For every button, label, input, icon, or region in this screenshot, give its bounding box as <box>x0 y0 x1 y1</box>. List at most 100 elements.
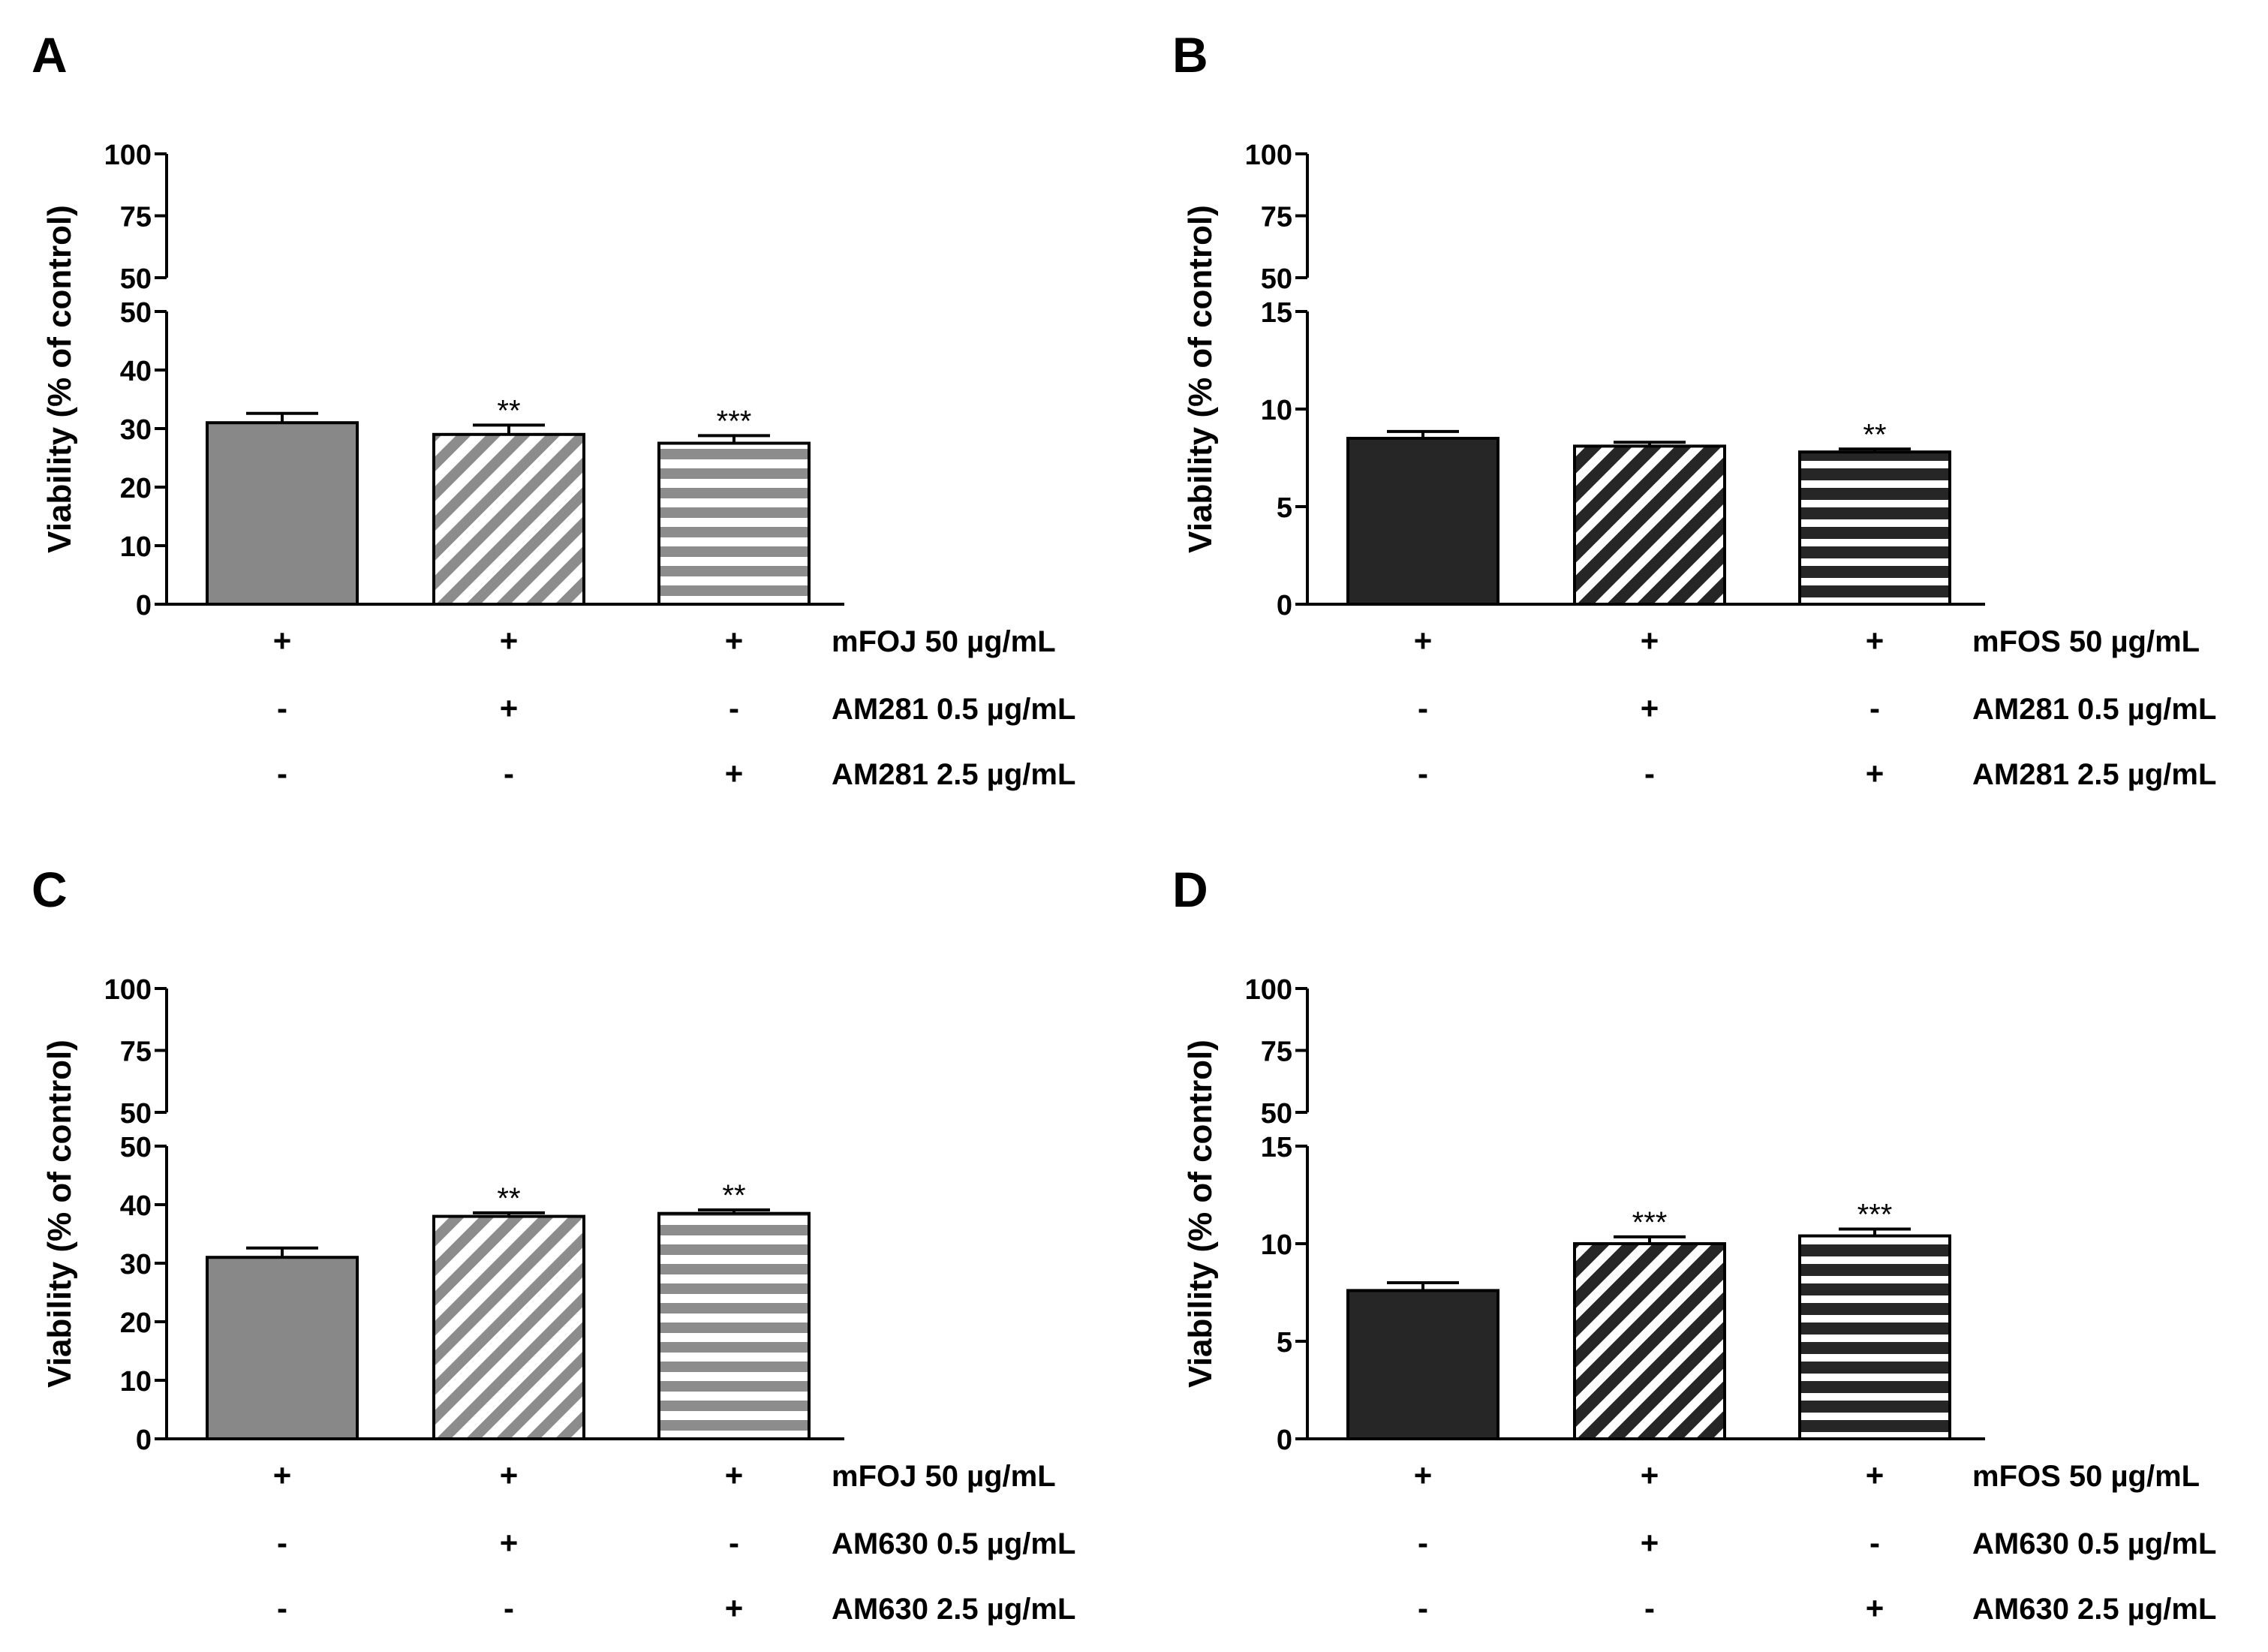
treatment-label: mFOS 50 µg/mL <box>1972 625 2200 658</box>
treatment-label: mFOS 50 µg/mL <box>1972 1460 2200 1493</box>
y-tick-label-lower: 20 <box>120 473 152 504</box>
treatment-sign: - <box>1418 691 1428 726</box>
y-tick-label-upper: 50 <box>1261 1098 1292 1130</box>
treatment-sign: + <box>725 1590 744 1626</box>
treatment-sign: - <box>277 1525 287 1560</box>
treatment-sign: + <box>1641 1458 1659 1493</box>
y-tick-label-lower: 0 <box>1277 1425 1292 1456</box>
treatment-label: AM281 2.5 µg/mL <box>832 758 1075 791</box>
y-tick-label-lower: 50 <box>120 297 152 329</box>
significance-label: *** <box>1632 1206 1668 1239</box>
y-tick-label-upper: 100 <box>104 974 152 1006</box>
treatment-sign: - <box>1869 1525 1880 1560</box>
treatment-sign: + <box>1866 623 1884 658</box>
panel-c: C Viability (% of control) 50 75 100 0 10 20 30 4… <box>32 862 1075 1626</box>
treatment-label: AM630 0.5 µg/mL <box>1972 1527 2216 1560</box>
bar <box>1573 1242 1726 1440</box>
y-tick-label-lower: 0 <box>1277 590 1292 621</box>
treatment-label: mFOJ 50 µg/mL <box>832 625 1056 658</box>
y-tick-label-lower: 10 <box>120 1366 152 1398</box>
treatment-sign: + <box>1866 1590 1884 1626</box>
bar <box>657 1211 811 1440</box>
y-tick-label-lower: 10 <box>1261 1229 1292 1261</box>
treatment-label: AM281 0.5 µg/mL <box>832 693 1075 726</box>
treatment-sign: + <box>1641 691 1659 726</box>
treatment-sign: + <box>1866 1458 1884 1493</box>
panel-b: B Viability (% of control) 50 75 100 0 5 10 15 **… <box>1172 27 2216 791</box>
y-tick-label-lower: 0 <box>136 590 152 621</box>
panel-letter: C <box>32 862 68 917</box>
y-tick-label-upper: 100 <box>104 140 152 171</box>
treatment-sign: - <box>1644 1590 1655 1626</box>
panel-letter: A <box>32 27 68 83</box>
y-tick-label-lower: 50 <box>120 1132 152 1163</box>
y-tick-label-lower: 30 <box>120 414 152 446</box>
treatment-sign: + <box>1641 1525 1659 1560</box>
treatment-sign: + <box>273 1458 292 1493</box>
significance-label: ** <box>497 394 520 427</box>
y-tick-label-upper: 100 <box>1245 974 1292 1006</box>
panel-letter: D <box>1172 862 1208 917</box>
bar <box>1346 437 1499 606</box>
treatment-sign: + <box>725 1458 744 1493</box>
significance-label: ** <box>722 1179 745 1212</box>
treatment-sign: - <box>1869 691 1880 726</box>
panel-letter: B <box>1172 27 1208 83</box>
treatment-sign: + <box>1866 756 1884 791</box>
treatment-sign: + <box>725 756 744 791</box>
y-axis-label: Viability (% of control) <box>41 1040 78 1388</box>
treatment-sign: + <box>500 1458 519 1493</box>
treatment-label: AM281 0.5 µg/mL <box>1972 693 2216 726</box>
bar <box>432 432 585 606</box>
treatment-sign: + <box>725 623 744 658</box>
treatment-label: AM281 2.5 µg/mL <box>1972 758 2216 791</box>
significance-label: *** <box>717 405 752 438</box>
bar <box>1346 1289 1499 1441</box>
treatment-sign: + <box>500 1525 519 1560</box>
y-tick-label-upper: 75 <box>120 1037 152 1068</box>
bar <box>1798 1234 1951 1440</box>
y-tick-label-lower: 15 <box>1261 297 1292 329</box>
treatment-label: AM630 0.5 µg/mL <box>832 1527 1075 1560</box>
y-tick-label-upper: 75 <box>1261 1037 1292 1068</box>
y-tick-label-lower: 5 <box>1277 492 1292 524</box>
y-tick-label-upper: 50 <box>120 1098 152 1130</box>
y-tick-label-upper: 50 <box>1261 263 1292 295</box>
significance-label: ** <box>497 1182 520 1215</box>
y-tick-label-upper: 75 <box>1261 202 1292 233</box>
y-tick-label-lower: 40 <box>120 356 152 387</box>
treatment-sign: - <box>729 691 739 726</box>
treatment-sign: - <box>277 1590 287 1626</box>
treatment-sign: - <box>1418 1590 1428 1626</box>
treatment-sign: + <box>500 691 519 726</box>
y-axis-label: Viability (% of control) <box>41 205 78 553</box>
y-tick-label-lower: 30 <box>120 1249 152 1280</box>
treatment-sign: + <box>1641 623 1659 658</box>
y-axis-label: Viability (% of control) <box>1182 1040 1219 1388</box>
y-tick-label-lower: 40 <box>120 1190 152 1222</box>
treatment-sign: - <box>1644 756 1655 791</box>
treatment-sign: - <box>729 1525 739 1560</box>
treatment-sign: + <box>273 623 292 658</box>
y-tick-label-upper: 50 <box>120 263 152 295</box>
y-tick-label-lower: 10 <box>120 531 152 563</box>
panel-a: A Viability (% of control) 50 75 100 0 10 20 30 4… <box>32 27 1075 791</box>
bar <box>206 1256 359 1441</box>
treatment-sign: - <box>1418 756 1428 791</box>
y-tick-label-upper: 75 <box>120 202 152 233</box>
y-tick-label-lower: 20 <box>120 1307 152 1339</box>
bar <box>432 1214 585 1440</box>
treatment-label: mFOJ 50 µg/mL <box>832 1460 1056 1493</box>
treatment-sign: - <box>504 1590 514 1626</box>
treatment-sign: - <box>504 756 514 791</box>
treatment-sign: + <box>1414 623 1433 658</box>
treatment-label: AM630 2.5 µg/mL <box>1972 1593 2216 1626</box>
treatment-sign: + <box>1414 1458 1433 1493</box>
y-tick-label-lower: 15 <box>1261 1132 1292 1163</box>
treatment-sign: - <box>277 691 287 726</box>
y-tick-label-lower: 10 <box>1261 395 1292 426</box>
significance-label: *** <box>1857 1199 1893 1232</box>
bar <box>1573 444 1726 606</box>
significance-label: ** <box>1863 418 1886 451</box>
